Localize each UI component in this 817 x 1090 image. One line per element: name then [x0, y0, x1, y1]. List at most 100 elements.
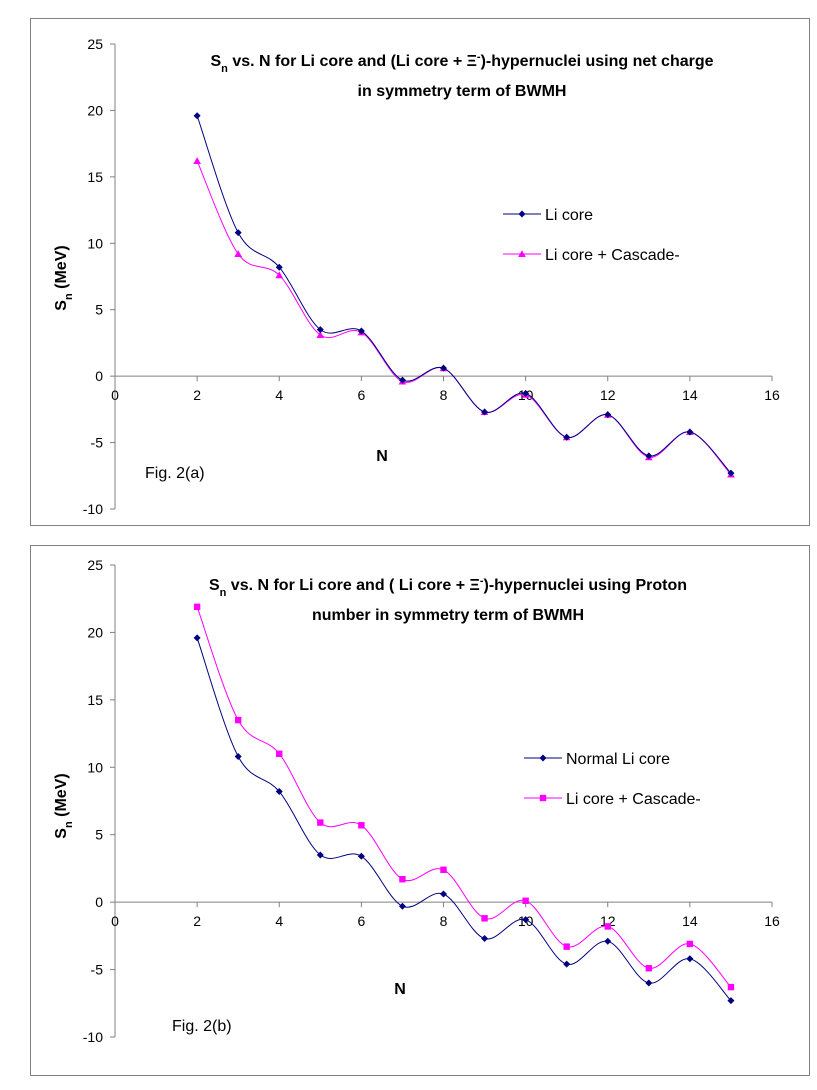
data-point	[398, 376, 406, 384]
data-point	[645, 452, 653, 460]
chart-title: Sn vs. N for Li core and (Li core + Ξ-)-…	[210, 51, 713, 75]
data-point	[193, 634, 201, 642]
data-point	[522, 389, 530, 397]
data-point	[234, 250, 242, 257]
x-tick-label: 6	[357, 913, 365, 929]
series-2	[193, 157, 735, 478]
y-tick-label: 10	[87, 759, 103, 775]
x-tick-label: 14	[682, 387, 698, 403]
chart-a-svg: -10-505101520250246810121416Sn vs. N for…	[30, 18, 810, 526]
data-point	[440, 890, 447, 898]
y-tick-label: 0	[95, 894, 103, 910]
y-tick-label: 25	[87, 36, 103, 52]
series-line	[196, 637, 732, 1001]
series-1	[193, 112, 735, 477]
chart-frame	[30, 545, 810, 1076]
data-point	[275, 263, 283, 271]
data-point	[316, 326, 324, 334]
data-point	[686, 940, 694, 948]
data-point	[604, 411, 612, 419]
data-point	[276, 750, 283, 757]
data-point	[399, 876, 406, 883]
figure-label: Fig. 2(b)	[172, 1018, 232, 1035]
data-point	[604, 923, 611, 930]
y-tick-label: 10	[87, 235, 103, 251]
data-point	[645, 979, 653, 987]
data-point	[357, 327, 365, 335]
x-tick-label: 0	[111, 387, 119, 403]
x-tick-label: 4	[275, 913, 283, 929]
data-point	[317, 819, 324, 826]
data-point	[275, 788, 283, 796]
x-axis-title: N	[394, 981, 406, 998]
data-point	[481, 408, 489, 416]
data-point	[522, 916, 530, 924]
x-tick-label: 14	[682, 913, 698, 929]
data-point	[686, 955, 694, 963]
x-tick-label: 12	[600, 387, 616, 403]
data-point	[275, 271, 284, 279]
legend-marker	[518, 210, 526, 218]
x-axis-title: N	[376, 448, 388, 465]
data-point	[686, 428, 694, 436]
chart-title-line2: in symmetry term of BWMH	[358, 83, 567, 100]
legend-marker	[518, 250, 526, 258]
x-tick-label: 8	[440, 913, 448, 929]
y-tick-label: 5	[95, 827, 103, 843]
x-tick-label: 6	[357, 387, 365, 403]
y-tick-label: 0	[95, 368, 103, 384]
data-point	[522, 897, 529, 904]
data-point	[440, 866, 447, 873]
legend-marker	[539, 794, 547, 802]
legend-label: Normal Li core	[566, 751, 670, 768]
data-point	[563, 433, 571, 441]
y-tick-label: -5	[91, 435, 104, 451]
y-axis-title: Sn (MeV)	[53, 245, 75, 310]
series-1	[193, 634, 735, 1005]
data-point	[481, 935, 489, 943]
chart-frame	[30, 18, 810, 526]
series-line	[196, 115, 732, 474]
legend-marker	[539, 754, 547, 762]
data-point	[358, 822, 365, 829]
data-point	[193, 112, 201, 120]
x-tick-label: 16	[764, 913, 780, 929]
data-point	[604, 937, 612, 945]
data-point	[316, 851, 324, 859]
data-point	[398, 902, 406, 910]
series-line	[196, 160, 732, 475]
data-point	[563, 943, 570, 950]
data-point	[234, 752, 242, 760]
x-tick-label: 12	[600, 913, 616, 929]
data-point	[234, 716, 242, 724]
data-point	[563, 960, 571, 968]
series-2	[193, 603, 735, 991]
x-tick-label: 4	[275, 387, 283, 403]
y-tick-label: 20	[87, 624, 103, 640]
x-tick-label: 16	[764, 387, 780, 403]
y-tick-label: 25	[87, 557, 103, 573]
y-axis-title: Sn (MeV)	[53, 773, 75, 838]
chart-title-line2: number in symmetry term of BWMH	[312, 607, 584, 624]
x-tick-label: 2	[193, 913, 201, 929]
y-tick-label: -5	[91, 962, 104, 978]
data-point	[440, 364, 447, 372]
y-tick-label: 15	[87, 169, 103, 185]
chart-b-svg: -10-505101520250246810121416Sn vs. N for…	[30, 545, 810, 1076]
data-point	[357, 852, 365, 860]
data-point	[316, 331, 325, 338]
chart-title: Sn vs. N for Li core and ( Li core + Ξ-)…	[209, 575, 687, 599]
legend-label: Li core + Cascade-	[566, 791, 701, 808]
chart-panel-b: -10-505101520250246810121416Sn vs. N for…	[0, 540, 817, 1090]
y-tick-label: 5	[95, 302, 103, 318]
data-point	[727, 997, 735, 1005]
chart-panel-a: -10-505101520250246810121416Sn vs. N for…	[0, 0, 817, 540]
y-tick-label: 20	[87, 102, 103, 118]
x-tick-label: 0	[111, 913, 119, 929]
data-point	[727, 469, 735, 477]
x-tick-label: 8	[440, 387, 448, 403]
y-tick-label: -10	[83, 1029, 103, 1045]
legend-label: Li core + Cascade-	[545, 247, 680, 264]
data-point	[645, 965, 653, 972]
y-tick-label: -10	[83, 501, 103, 517]
